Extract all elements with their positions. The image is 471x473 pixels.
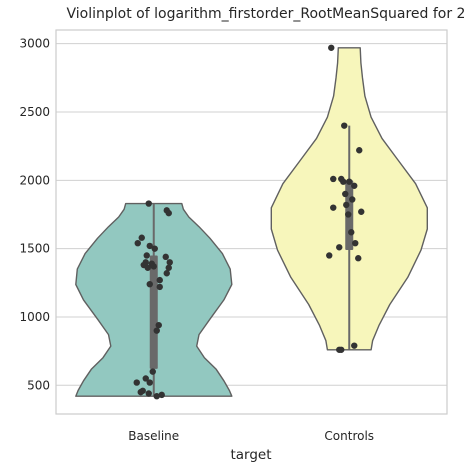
- y-tick-label-3000: 3000: [19, 37, 50, 51]
- data-point-baseline-30: [158, 391, 165, 399]
- data-point-controls-3: [330, 175, 337, 183]
- chart-title: Violinplot of logarithm_firstorder_RootM…: [67, 6, 466, 22]
- y-tick-label-2500: 2500: [19, 105, 50, 119]
- data-point-controls-15: [352, 239, 359, 247]
- data-point-baseline-22: [149, 368, 156, 375]
- y-tick-label-1500: 1500: [19, 242, 50, 256]
- data-point-controls-9: [349, 196, 356, 203]
- y-tick-label-2000: 2000: [19, 173, 50, 187]
- data-point-baseline-17: [156, 276, 163, 284]
- data-point-controls-6: [346, 178, 353, 185]
- axis-layer: 500 1000 1500 2000 2500 3000 Baseline Controls: [19, 29, 448, 443]
- violin-layer: [75, 47, 428, 397]
- data-point-baseline-5: [146, 242, 153, 250]
- data-point-baseline-4: [134, 239, 141, 247]
- y-tick-label-500: 500: [27, 378, 50, 392]
- data-point-controls-7: [351, 182, 358, 189]
- data-point-controls-21: [338, 346, 345, 353]
- data-point-controls-1: [341, 122, 348, 129]
- data-point-controls-8: [342, 190, 349, 198]
- data-point-baseline-13: [150, 263, 157, 270]
- data-point-controls-10: [343, 201, 350, 209]
- x-tick-label-controls: Controls: [324, 429, 374, 443]
- data-point-baseline-25: [146, 379, 153, 386]
- data-point-baseline-28: [145, 390, 152, 397]
- data-point-controls-2: [356, 147, 363, 154]
- data-point-controls-19: [351, 342, 358, 349]
- data-point-controls-13: [345, 211, 352, 218]
- data-point-controls-17: [326, 252, 333, 259]
- data-point-baseline-24: [133, 379, 140, 386]
- data-point-baseline-21: [153, 327, 160, 334]
- data-point-baseline-20: [155, 321, 162, 329]
- data-point-baseline-19: [156, 283, 163, 291]
- data-point-baseline-18: [146, 280, 153, 288]
- data-point-baseline-15: [165, 264, 172, 271]
- data-point-baseline-8: [162, 253, 169, 261]
- data-point-controls-12: [358, 208, 365, 215]
- data-point-baseline-16: [163, 270, 170, 277]
- iqr-box-baseline: [149, 255, 158, 369]
- data-point-baseline-2: [165, 209, 172, 217]
- data-point-baseline-9: [166, 259, 173, 266]
- x-axis-label: target: [230, 447, 271, 463]
- data-point-baseline-7: [143, 252, 150, 259]
- data-point-baseline-0: [145, 200, 152, 207]
- data-point-baseline-14: [144, 264, 151, 271]
- data-point-controls-0: [328, 44, 335, 51]
- x-tick-label-baseline: Baseline: [128, 429, 179, 443]
- point-layer: [133, 44, 365, 400]
- data-point-controls-16: [336, 244, 343, 251]
- data-point-baseline-27: [137, 388, 144, 396]
- data-point-baseline-3: [138, 234, 145, 241]
- data-point-baseline-23: [142, 375, 149, 382]
- y-tick-label-1000: 1000: [19, 310, 50, 324]
- data-point-controls-11: [330, 204, 337, 211]
- plot-frame: [55, 29, 448, 415]
- data-point-controls-14: [348, 229, 355, 236]
- data-point-controls-5: [340, 178, 347, 185]
- data-point-baseline-6: [151, 245, 158, 252]
- data-point-baseline-29: [153, 393, 160, 400]
- data-point-controls-18: [355, 255, 362, 262]
